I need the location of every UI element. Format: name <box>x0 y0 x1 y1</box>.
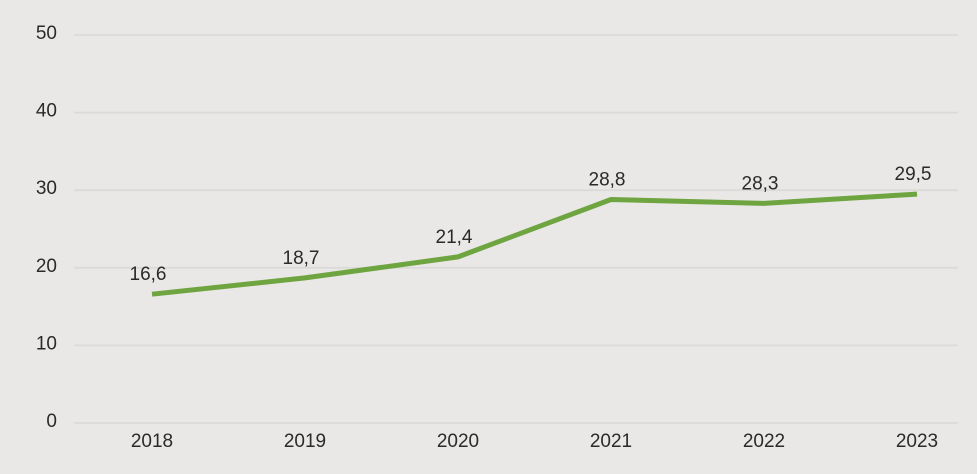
y-axis-tick-label: 30 <box>36 178 57 199</box>
data-point-label: 28,8 <box>589 170 626 191</box>
y-axis-tick-label: 0 <box>46 411 57 432</box>
y-axis-tick-label: 50 <box>36 23 57 44</box>
data-point-label: 16,6 <box>130 264 167 285</box>
y-axis-tick-label: 20 <box>36 256 57 277</box>
data-point-label: 18,7 <box>283 248 320 269</box>
series-line <box>151 191 918 297</box>
x-axis-tick-label: 2018 <box>131 431 173 452</box>
x-axis-tick-label: 2019 <box>284 431 326 452</box>
x-axis-tick-label: 2023 <box>896 431 938 452</box>
data-point-label: 21,4 <box>436 227 473 248</box>
x-axis-tick-label: 2020 <box>437 431 479 452</box>
y-axis-tick-label: 40 <box>36 101 57 122</box>
y-axis-tick-label: 10 <box>36 333 57 354</box>
x-axis-tick-label: 2022 <box>743 431 785 452</box>
x-axis-tick-label: 2021 <box>590 431 632 452</box>
data-point-label: 29,5 <box>895 164 932 185</box>
data-point-label: 28,3 <box>742 173 779 194</box>
